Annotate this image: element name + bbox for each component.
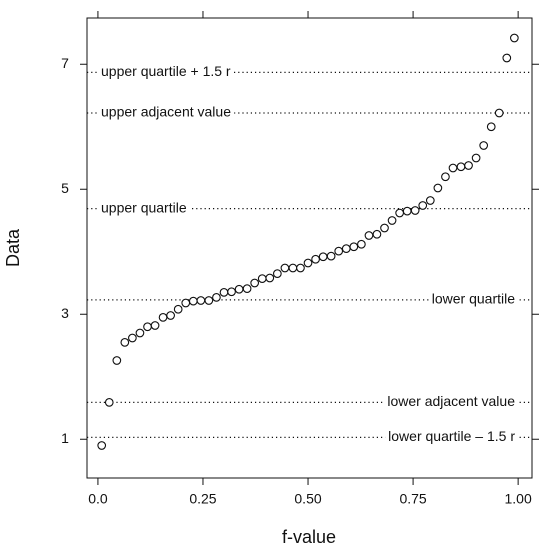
y-tick-label: 5 bbox=[61, 180, 69, 196]
point bbox=[250, 278, 260, 288]
point bbox=[311, 254, 320, 264]
point bbox=[303, 258, 313, 268]
point bbox=[219, 288, 229, 297]
point bbox=[372, 229, 382, 239]
point bbox=[273, 269, 282, 278]
point bbox=[212, 293, 221, 302]
label-background bbox=[98, 109, 235, 117]
point bbox=[265, 273, 275, 283]
reference-label: upper adjacent value bbox=[101, 104, 231, 120]
point bbox=[143, 322, 152, 332]
label-background bbox=[98, 68, 234, 77]
point bbox=[280, 263, 290, 273]
point bbox=[502, 53, 512, 63]
point bbox=[97, 441, 107, 450]
point bbox=[173, 304, 183, 314]
point bbox=[364, 231, 374, 240]
y-tick-label: 3 bbox=[61, 305, 69, 321]
y-tick-label: 7 bbox=[61, 55, 69, 71]
point bbox=[433, 183, 443, 193]
point bbox=[486, 122, 496, 132]
reference-label: lower quartile bbox=[432, 291, 515, 307]
point bbox=[456, 162, 466, 172]
point bbox=[425, 196, 435, 205]
y-axis-title: Data bbox=[3, 228, 23, 267]
point bbox=[479, 141, 489, 150]
reference-label: lower adjacent value bbox=[387, 393, 515, 409]
x-axis-title: f-value bbox=[282, 527, 336, 547]
point bbox=[288, 263, 298, 273]
point bbox=[158, 313, 168, 322]
point bbox=[410, 206, 420, 215]
point bbox=[257, 274, 267, 283]
point bbox=[380, 223, 389, 233]
x-tick-label: 0.0 bbox=[88, 491, 108, 507]
point bbox=[464, 161, 473, 170]
point bbox=[387, 216, 397, 225]
point bbox=[349, 242, 359, 252]
point bbox=[510, 33, 519, 43]
point bbox=[448, 163, 458, 173]
point bbox=[166, 311, 175, 320]
x-tick-label: 0.25 bbox=[189, 491, 216, 507]
point bbox=[471, 153, 481, 163]
x-tick-label: 0.75 bbox=[399, 491, 426, 507]
point bbox=[326, 251, 336, 261]
point bbox=[242, 284, 252, 293]
point bbox=[334, 246, 344, 256]
label-background bbox=[384, 398, 519, 407]
point bbox=[296, 263, 305, 273]
point bbox=[196, 296, 206, 305]
y-tick-label: 1 bbox=[61, 430, 69, 446]
point bbox=[120, 338, 130, 347]
reference-label: upper quartile + 1.5 r bbox=[101, 63, 231, 79]
point bbox=[357, 239, 366, 249]
point bbox=[227, 287, 236, 297]
label-background bbox=[385, 433, 519, 442]
point bbox=[104, 398, 114, 407]
point bbox=[418, 201, 428, 210]
x-tick-label: 1.00 bbox=[505, 491, 532, 507]
point bbox=[112, 356, 122, 365]
reference-label: lower quartile – 1.5 r bbox=[388, 428, 515, 444]
point bbox=[181, 298, 191, 308]
point bbox=[234, 284, 244, 294]
x-tick-label: 0.50 bbox=[294, 491, 321, 507]
point bbox=[494, 108, 504, 118]
point bbox=[402, 206, 412, 216]
point bbox=[128, 333, 137, 343]
point bbox=[395, 208, 404, 218]
point bbox=[318, 252, 328, 262]
point bbox=[204, 296, 214, 305]
point bbox=[150, 321, 160, 330]
point bbox=[441, 172, 450, 182]
point bbox=[188, 296, 198, 306]
label-background bbox=[98, 204, 190, 213]
point bbox=[135, 328, 145, 338]
plot-frame bbox=[86, 17, 533, 479]
label-background bbox=[428, 295, 519, 304]
reference-label: upper quartile bbox=[101, 199, 187, 215]
point bbox=[341, 244, 351, 253]
